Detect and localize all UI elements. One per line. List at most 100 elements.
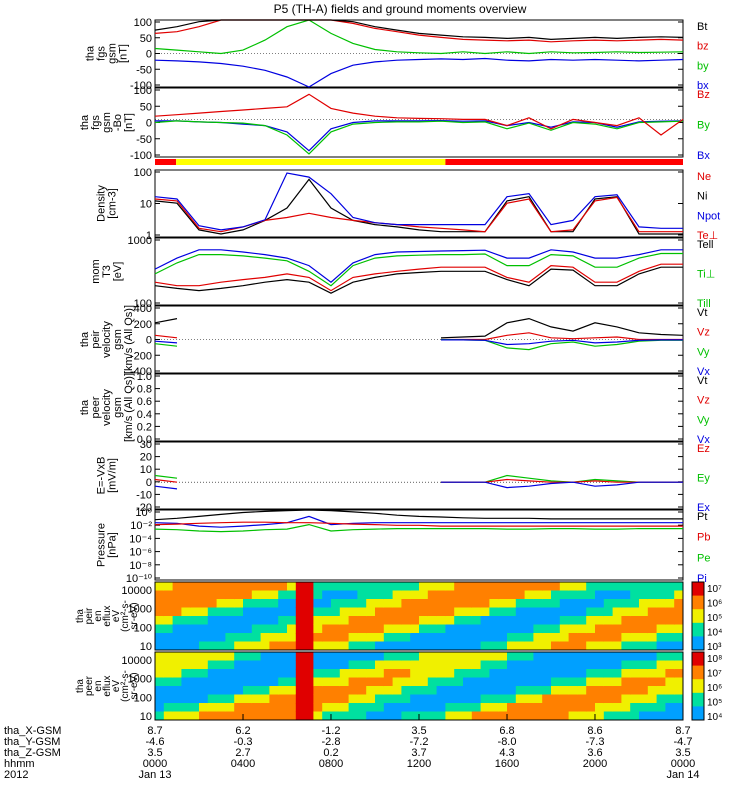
spectrogram-cell — [498, 599, 508, 608]
spectrogram-cell — [322, 607, 332, 617]
spectrogram-cell — [533, 633, 543, 642]
spectrogram-cell — [269, 590, 279, 600]
spectrogram-cell — [348, 677, 358, 687]
spectrogram-cell — [287, 599, 297, 608]
spectrogram-cell — [155, 686, 165, 695]
spectrogram-cell — [489, 677, 499, 687]
spectrogram-cell — [665, 677, 675, 687]
y-tick-label: 10⁻¹⁰ — [126, 573, 153, 585]
spectrogram-cell — [463, 641, 473, 651]
spectrogram-cell — [172, 641, 182, 651]
spectrogram-cell — [498, 624, 508, 634]
y-axis-label: tha — [79, 114, 91, 130]
spectrogram-cell — [357, 633, 367, 642]
spectrogram-cell — [586, 641, 596, 651]
spectrogram-cell — [559, 694, 570, 704]
spectrogram-cell — [225, 616, 235, 625]
spectrogram-cell — [586, 703, 596, 712]
spectrogram-cell — [278, 582, 288, 591]
y-tick-label: 10 — [140, 711, 152, 723]
spectrogram-cell — [322, 703, 332, 712]
panel-fgs-gsm: 100 50 0 -50 -100 tha fgs gsm -Bo [nT] Bz By Bx — [79, 85, 710, 162]
spectrogram-cell — [445, 652, 455, 661]
spectrogram-cell — [331, 711, 341, 721]
spectrogram-cell — [489, 660, 499, 670]
colorbar-cell — [692, 643, 704, 648]
spectrogram-cell — [339, 677, 350, 687]
spectrogram-cell — [401, 669, 411, 678]
spectrogram-cell — [251, 624, 262, 634]
spectrogram-cell — [568, 703, 578, 712]
spectrogram-cell — [551, 703, 561, 712]
spectrogram-cell — [304, 641, 314, 651]
spectrogram-cell — [427, 633, 438, 642]
spectrogram-cell — [489, 599, 499, 608]
spectrogram-cell — [542, 641, 552, 651]
spectrogram-cell — [304, 616, 314, 625]
spectrogram-cell — [463, 652, 473, 661]
spectrogram-cell — [454, 616, 464, 625]
spectrogram-cell — [445, 686, 455, 695]
spectrogram-cell — [454, 660, 464, 670]
colorbar-cell — [692, 686, 704, 690]
spectrogram-cell — [463, 599, 473, 608]
spectrogram-cell — [559, 660, 570, 670]
spectrogram-cell — [163, 582, 174, 591]
spectrogram-cell — [392, 686, 402, 695]
spectrogram-cell — [454, 669, 464, 678]
spectrogram-cell — [419, 624, 429, 634]
spectrogram-cell — [269, 711, 279, 721]
spectrogram-cell — [234, 582, 244, 591]
spectrogram-cell — [269, 582, 279, 591]
spectrogram-cell — [639, 677, 649, 687]
spectrogram-cell — [515, 660, 526, 670]
spectrogram-cell — [172, 677, 182, 687]
spectrogram-cell — [577, 703, 587, 712]
spectrogram-cell — [445, 590, 455, 600]
spectrogram-cell — [304, 582, 314, 591]
spectrogram-cell — [199, 607, 209, 617]
spectrogram-cell — [489, 711, 499, 721]
spectrogram-cell — [155, 633, 165, 642]
spectrogram-cell — [603, 582, 614, 591]
spectrogram-cell — [287, 711, 297, 721]
spectrogram-cell — [630, 686, 640, 695]
colorbar-cell — [692, 669, 704, 673]
spectrogram-cell — [419, 616, 429, 625]
y-tick-label: 10⁰ — [135, 507, 152, 519]
spectrogram-cell — [454, 694, 464, 704]
spectrogram-cell — [199, 694, 209, 704]
spectrogram-cell — [383, 599, 394, 608]
spectrogram-cell — [559, 590, 570, 600]
y-axis-label: tha — [85, 45, 97, 61]
spectrogram-cell — [225, 686, 235, 695]
x-tick-label: 8.7 — [147, 725, 162, 737]
spectrogram-cell — [498, 669, 508, 678]
spectrogram-cell — [225, 607, 235, 617]
spectrogram-cell — [172, 590, 182, 600]
spectrogram-cell — [339, 652, 350, 661]
spectrogram-cell — [647, 633, 658, 642]
spectrogram-cell — [674, 694, 684, 704]
spectrogram-cell — [515, 669, 526, 678]
spectrogram-cell — [463, 607, 473, 617]
spectrogram-cell — [163, 686, 174, 695]
spectrogram-cell — [216, 641, 226, 651]
spectrogram-cell — [410, 582, 420, 591]
spectrogram-cell — [269, 694, 279, 704]
spectrogram-cell — [251, 703, 262, 712]
spectrogram-cell — [375, 677, 385, 687]
spectrogram-cell — [287, 660, 297, 670]
spectrogram-cell — [225, 677, 235, 687]
x-tick-label: 3.5 — [411, 725, 426, 737]
spectrogram-cell — [190, 694, 200, 704]
spectrogram-cell — [612, 703, 622, 712]
spectrogram-cell — [542, 582, 552, 591]
spectrogram-cell — [524, 599, 534, 608]
spectrogram-cell — [639, 641, 649, 651]
spectrogram-cell — [181, 590, 191, 600]
series-line-2 — [154, 93, 684, 136]
spectrogram-cell — [163, 633, 174, 642]
spectrogram-cell — [357, 582, 367, 591]
y-axis-label: [eV] — [112, 262, 124, 282]
